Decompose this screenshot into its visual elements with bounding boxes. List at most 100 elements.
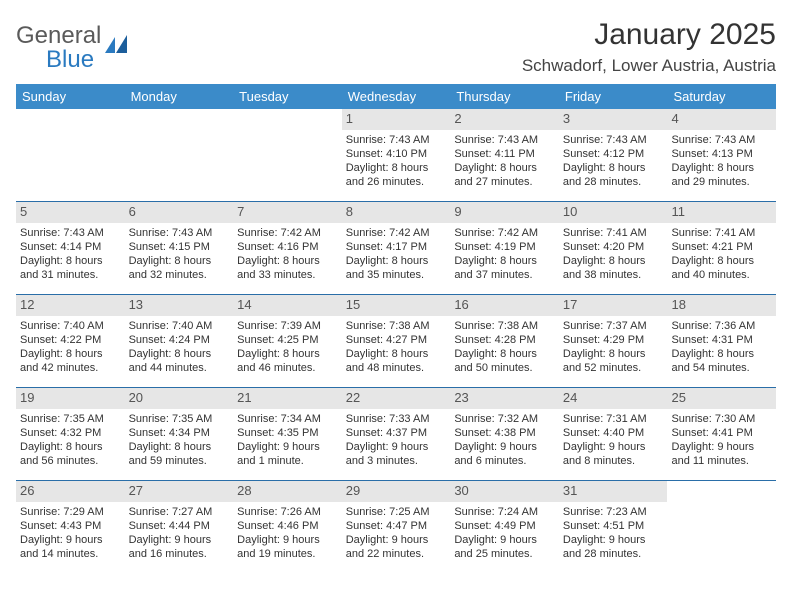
day-number: 26: [16, 481, 125, 502]
sunrise-line: Sunrise: 7:40 AM: [129, 319, 230, 333]
day-number: 2: [450, 109, 559, 130]
day-number: 12: [16, 295, 125, 316]
sunrise-line: Sunrise: 7:43 AM: [129, 226, 230, 240]
day-number: 22: [342, 388, 451, 409]
sunrise-line: Sunrise: 7:38 AM: [346, 319, 447, 333]
day-number: 19: [16, 388, 125, 409]
daylight-line-1: Daylight: 8 hours: [129, 254, 230, 268]
day-cell: 8Sunrise: 7:42 AMSunset: 4:17 PMDaylight…: [342, 202, 451, 294]
daylight-line-2: and 31 minutes.: [20, 268, 121, 282]
daylight-line-2: and 37 minutes.: [454, 268, 555, 282]
daylight-line-1: Daylight: 8 hours: [20, 440, 121, 454]
daylight-line-1: Daylight: 9 hours: [454, 533, 555, 547]
daylight-line-1: Daylight: 9 hours: [346, 440, 447, 454]
logo-word-general: General: [16, 22, 101, 49]
day-cell: 25Sunrise: 7:30 AMSunset: 4:41 PMDayligh…: [667, 388, 776, 480]
day-cell: 27Sunrise: 7:27 AMSunset: 4:44 PMDayligh…: [125, 481, 234, 573]
sunset-line: Sunset: 4:22 PM: [20, 333, 121, 347]
week-row: 19Sunrise: 7:35 AMSunset: 4:32 PMDayligh…: [16, 388, 776, 481]
sunrise-line: Sunrise: 7:34 AM: [237, 412, 338, 426]
daylight-line-1: Daylight: 8 hours: [346, 161, 447, 175]
daylight-line-1: Daylight: 8 hours: [20, 347, 121, 361]
page-title: January 2025: [522, 18, 776, 52]
day-header: Thursday: [450, 84, 559, 109]
sunrise-line: Sunrise: 7:30 AM: [671, 412, 772, 426]
daylight-line-2: and 42 minutes.: [20, 361, 121, 375]
sunrise-line: Sunrise: 7:42 AM: [237, 226, 338, 240]
daylight-line-1: Daylight: 9 hours: [454, 440, 555, 454]
week-row: ...1Sunrise: 7:43 AMSunset: 4:10 PMDayli…: [16, 109, 776, 202]
logo-text: General Blue: [16, 24, 101, 72]
sunset-line: Sunset: 4:38 PM: [454, 426, 555, 440]
sunset-line: Sunset: 4:14 PM: [20, 240, 121, 254]
sunrise-line: Sunrise: 7:39 AM: [237, 319, 338, 333]
sunrise-line: Sunrise: 7:40 AM: [20, 319, 121, 333]
day-cell: 7Sunrise: 7:42 AMSunset: 4:16 PMDaylight…: [233, 202, 342, 294]
daylight-line-2: and 11 minutes.: [671, 454, 772, 468]
daylight-line-1: Daylight: 8 hours: [129, 440, 230, 454]
daylight-line-1: Daylight: 8 hours: [671, 161, 772, 175]
daylight-line-1: Daylight: 9 hours: [20, 533, 121, 547]
sunrise-line: Sunrise: 7:43 AM: [346, 133, 447, 147]
sunrise-line: Sunrise: 7:43 AM: [563, 133, 664, 147]
day-number: 23: [450, 388, 559, 409]
sunset-line: Sunset: 4:40 PM: [563, 426, 664, 440]
sunset-line: Sunset: 4:37 PM: [346, 426, 447, 440]
daylight-line-1: Daylight: 8 hours: [671, 347, 772, 361]
sunset-line: Sunset: 4:49 PM: [454, 519, 555, 533]
day-cell: 13Sunrise: 7:40 AMSunset: 4:24 PMDayligh…: [125, 295, 234, 387]
daylight-line-2: and 27 minutes.: [454, 175, 555, 189]
sunset-line: Sunset: 4:12 PM: [563, 147, 664, 161]
day-number: 24: [559, 388, 668, 409]
sunrise-line: Sunrise: 7:23 AM: [563, 505, 664, 519]
sunset-line: Sunset: 4:13 PM: [671, 147, 772, 161]
daylight-line-1: Daylight: 8 hours: [563, 161, 664, 175]
day-number: 27: [125, 481, 234, 502]
sunset-line: Sunset: 4:46 PM: [237, 519, 338, 533]
day-cell: 6Sunrise: 7:43 AMSunset: 4:15 PMDaylight…: [125, 202, 234, 294]
title-block: January 2025 Schwadorf, Lower Austria, A…: [522, 18, 776, 76]
sunrise-line: Sunrise: 7:43 AM: [671, 133, 772, 147]
sunset-line: Sunset: 4:19 PM: [454, 240, 555, 254]
logo-word-blue: Blue: [46, 48, 101, 72]
day-number: 7: [233, 202, 342, 223]
sunset-line: Sunset: 4:51 PM: [563, 519, 664, 533]
day-number: 17: [559, 295, 668, 316]
daylight-line-1: Daylight: 8 hours: [563, 254, 664, 268]
day-cell: 1Sunrise: 7:43 AMSunset: 4:10 PMDaylight…: [342, 109, 451, 201]
day-header-row: SundayMondayTuesdayWednesdayThursdayFrid…: [16, 84, 776, 109]
day-cell: 12 Sunrise: 7:40 AMSunset: 4:22 PMDayligh…: [16, 295, 125, 387]
day-cell: 11Sunrise: 7:41 AMSunset: 4:21 PMDayligh…: [667, 202, 776, 294]
daylight-line-1: Daylight: 8 hours: [563, 347, 664, 361]
sunrise-line: Sunrise: 7:36 AM: [671, 319, 772, 333]
day-cell: 30Sunrise: 7:24 AMSunset: 4:49 PMDayligh…: [450, 481, 559, 573]
sunset-line: Sunset: 4:29 PM: [563, 333, 664, 347]
daylight-line-2: and 35 minutes.: [346, 268, 447, 282]
daylight-line-2: and 28 minutes.: [563, 175, 664, 189]
location-text: Schwadorf, Lower Austria, Austria: [522, 56, 776, 76]
sunrise-line: Sunrise: 7:43 AM: [454, 133, 555, 147]
header: General Blue January 2025 Schwadorf, Low…: [16, 18, 776, 76]
sunset-line: Sunset: 4:24 PM: [129, 333, 230, 347]
sunset-line: Sunset: 4:28 PM: [454, 333, 555, 347]
daylight-line-2: and 3 minutes.: [346, 454, 447, 468]
day-header: Sunday: [16, 84, 125, 109]
weeks-container: ...1Sunrise: 7:43 AMSunset: 4:10 PMDayli…: [16, 109, 776, 573]
day-cell: 31Sunrise: 7:23 AMSunset: 4:51 PMDayligh…: [559, 481, 668, 573]
day-cell: 16Sunrise: 7:38 AMSunset: 4:28 PMDayligh…: [450, 295, 559, 387]
sunrise-line: Sunrise: 7:31 AM: [563, 412, 664, 426]
daylight-line-2: and 16 minutes.: [129, 547, 230, 561]
daylight-line-1: Daylight: 8 hours: [671, 254, 772, 268]
daylight-line-1: Daylight: 8 hours: [454, 347, 555, 361]
day-number: 15: [342, 295, 451, 316]
sunset-line: Sunset: 4:11 PM: [454, 147, 555, 161]
daylight-line-2: and 19 minutes.: [237, 547, 338, 561]
sunrise-line: Sunrise: 7:27 AM: [129, 505, 230, 519]
day-cell-empty: .: [125, 109, 234, 201]
sunset-line: Sunset: 4:16 PM: [237, 240, 338, 254]
day-cell-empty: .: [667, 481, 776, 573]
sunset-line: Sunset: 4:34 PM: [129, 426, 230, 440]
week-row: 12Sunrise: 7:40 AMSunset: 4:22 PMDayligh…: [16, 295, 776, 388]
sunset-line: Sunset: 4:35 PM: [237, 426, 338, 440]
daylight-line-2: and 22 minutes.: [346, 547, 447, 561]
